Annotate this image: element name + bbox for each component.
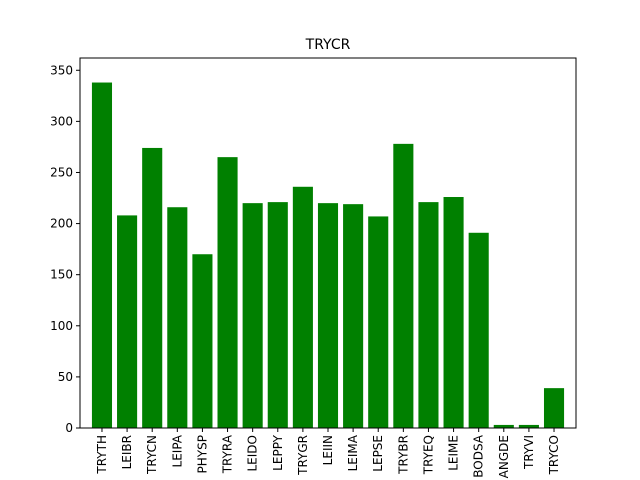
bar-leibr xyxy=(117,215,138,428)
y-tick-label: 100 xyxy=(50,319,73,333)
y-tick-label: 150 xyxy=(50,268,73,282)
x-axis: TRYTH LEIBR TRYCN LEIPA PHYSP TRYRA LEIDO LEPPY… xyxy=(95,428,561,478)
bar-tryco xyxy=(543,388,565,428)
bar-tryeq xyxy=(418,202,439,428)
x-tick-label-trybr: TRYBR xyxy=(396,435,410,475)
bar-leido xyxy=(242,203,263,428)
x-tick-label-lepse: LEPSE xyxy=(371,435,385,472)
x-tick-label-leima: LEIMA xyxy=(346,434,360,471)
bar-angde xyxy=(493,424,514,428)
x-tick-label-leime: LEIME xyxy=(447,435,461,471)
bar-leipa xyxy=(167,207,188,428)
bar-leima xyxy=(343,204,364,428)
bars-group xyxy=(91,82,565,429)
y-axis: 0 50 100 150 200 250 300 350 xyxy=(50,63,80,435)
y-tick-label: 250 xyxy=(50,165,73,179)
bar-trygr xyxy=(292,186,313,428)
x-tick-label-leiin: LEIIN xyxy=(321,435,335,465)
x-tick-label-bodsa: BODSA xyxy=(472,434,486,478)
bar-lepse xyxy=(368,216,389,428)
chart-title: TRYCR xyxy=(305,37,351,53)
plot-frame xyxy=(79,57,577,429)
x-tick-label-leibr: LEIBR xyxy=(120,435,134,469)
y-tick-label: 0 xyxy=(65,421,73,435)
x-tick-label-tryth: TRYTH xyxy=(95,435,109,475)
bar-leime xyxy=(443,197,464,428)
x-tick-label-tryvi: TRYVI xyxy=(522,435,536,470)
x-tick-label-leipa: LEIPA xyxy=(170,434,184,467)
bar-leiin xyxy=(317,203,339,428)
bar-tryth xyxy=(91,82,113,428)
y-tick-label: 350 xyxy=(50,63,73,77)
bar-trybr xyxy=(393,143,414,429)
x-tick-label-leido: LEIDO xyxy=(246,435,260,472)
y-tick-label: 200 xyxy=(50,217,73,231)
x-tick-label-angde: ANGDE xyxy=(497,435,511,478)
y-tick-label: 300 xyxy=(50,114,73,128)
x-tick-label-trycn: TRYCN xyxy=(145,435,159,475)
x-tick-label-tryeq: TRYEQ xyxy=(421,435,435,475)
x-tick-label-trygr: TRYGR xyxy=(296,435,310,476)
bar-tryvi xyxy=(518,424,539,428)
x-tick-label-tryco: TRYCO xyxy=(547,435,561,475)
bar-physp xyxy=(192,254,213,428)
bar-bodsa xyxy=(468,232,489,428)
bar-tryra xyxy=(217,157,238,428)
x-tick-label-physp: PHYSP xyxy=(195,435,209,473)
x-tick-label-leppy: LEPPY xyxy=(271,434,285,470)
y-tick-label: 50 xyxy=(58,370,73,384)
bar-leppy xyxy=(267,202,288,428)
x-tick-label-tryra: TRYRA xyxy=(221,434,235,474)
bar-trycn xyxy=(142,147,163,428)
